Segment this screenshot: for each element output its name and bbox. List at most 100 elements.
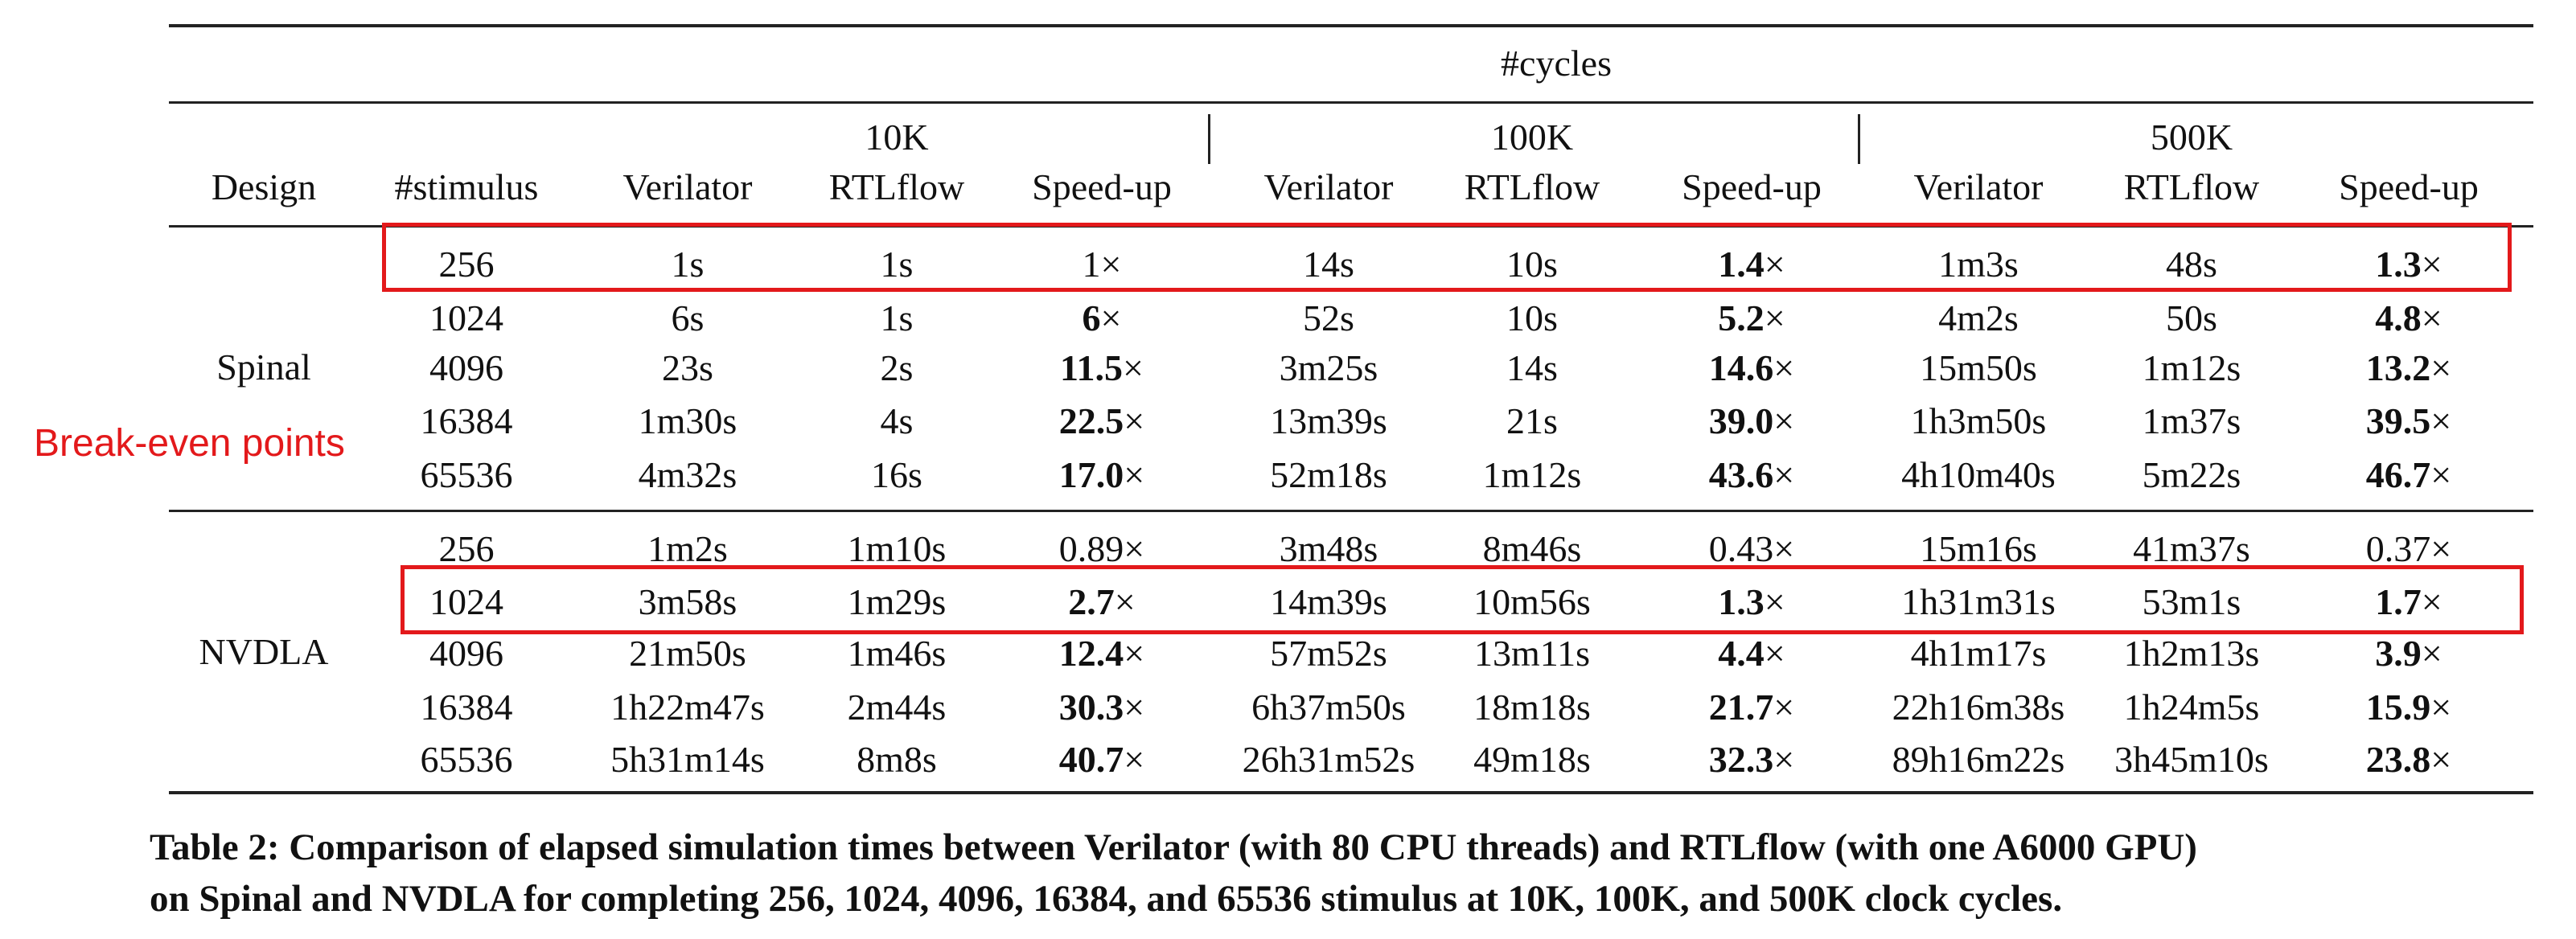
table-cell: 50s bbox=[2166, 297, 2217, 338]
table-cell: 6s bbox=[671, 297, 705, 338]
break-even-box-nvdla bbox=[401, 565, 2524, 634]
table-cell: 23s bbox=[662, 347, 713, 388]
table-cell: 14s bbox=[1506, 347, 1558, 388]
table-cell: 1s bbox=[880, 244, 914, 285]
caption-line-2: on Spinal and NVDLA for completing 256, … bbox=[150, 878, 2063, 920]
table-cell: 15m50s bbox=[1920, 347, 2037, 388]
table-caption: Table 2: Comparison of elapsed simulatio… bbox=[150, 822, 2562, 925]
table-cell: 1m12s bbox=[1482, 454, 1582, 495]
top-rule bbox=[169, 24, 2533, 27]
table-cell: 10m56s bbox=[1473, 581, 1591, 622]
table-cell: 13.2× bbox=[2365, 347, 2452, 388]
group-divider-2 bbox=[1858, 114, 1860, 164]
table-cell: 53m1s bbox=[2142, 581, 2241, 622]
table-cell: 57m52s bbox=[1270, 633, 1387, 674]
table-cell: 1h24m5s bbox=[2123, 687, 2260, 728]
table-cell: 8m8s bbox=[857, 739, 937, 780]
table-cell: 21s bbox=[1506, 400, 1558, 441]
table-cell: 1h31m31s bbox=[1901, 581, 2056, 622]
caption-line-1: Table 2: Comparison of elapsed simulatio… bbox=[150, 826, 2197, 868]
table-cell: 1m37s bbox=[2142, 400, 2241, 441]
table-cell: 39.0× bbox=[1708, 400, 1795, 441]
table-cell: 6× bbox=[1082, 297, 1122, 338]
table-cell: 13m11s bbox=[1474, 633, 1590, 674]
col-header: Verilator bbox=[1913, 166, 2044, 207]
bottom-rule bbox=[169, 791, 2533, 794]
group-divider-1 bbox=[1208, 114, 1210, 164]
stimulus-cell: 65536 bbox=[420, 454, 513, 495]
table-cell: 39.5× bbox=[2365, 400, 2452, 441]
table-cell: 14m39s bbox=[1270, 581, 1387, 622]
table-cell: 0.89× bbox=[1058, 528, 1145, 569]
table-cell: 13m39s bbox=[1270, 400, 1387, 441]
table-cell: 21.7× bbox=[1708, 687, 1795, 728]
table-cell: 49m18s bbox=[1473, 739, 1591, 780]
table-cell: 1s bbox=[880, 297, 914, 338]
table-cell: 4.8× bbox=[2375, 297, 2442, 338]
table-cell: 52m18s bbox=[1270, 454, 1387, 495]
table-cell: 1m12s bbox=[2142, 347, 2241, 388]
cycle-group-500k: 500K bbox=[2150, 117, 2233, 158]
table-cell: 4m2s bbox=[1938, 297, 2019, 338]
table-cell: 1× bbox=[1082, 244, 1122, 285]
table-cell: 1.4× bbox=[1718, 244, 1785, 285]
table-cell: 1m30s bbox=[638, 400, 737, 441]
table-cell: 4s bbox=[880, 400, 914, 441]
table-cell: 14s bbox=[1303, 244, 1354, 285]
table-cell: 18m18s bbox=[1473, 687, 1591, 728]
col-header: Verilator bbox=[1263, 166, 1394, 207]
table-cell: 1.7× bbox=[2375, 581, 2442, 622]
table-cell: 2s bbox=[880, 347, 914, 388]
table-cell: 1m3s bbox=[1938, 244, 2019, 285]
table-cell: 43.6× bbox=[1708, 454, 1795, 495]
table-cell: 12.4× bbox=[1058, 633, 1145, 674]
stimulus-cell: 1024 bbox=[429, 581, 503, 622]
col-header: Verilator bbox=[622, 166, 753, 207]
table-cell: 21m50s bbox=[629, 633, 746, 674]
stimulus-cell: 16384 bbox=[420, 687, 513, 728]
table-cell: 48s bbox=[2166, 244, 2217, 285]
table-cell: 0.43× bbox=[1708, 528, 1795, 569]
table-cell: 4h10m40s bbox=[1901, 454, 2056, 495]
table-cell: 1m10s bbox=[847, 528, 947, 569]
table-cell: 15m16s bbox=[1920, 528, 2037, 569]
table-cell: 1.3× bbox=[1718, 581, 1785, 622]
stimulus-cell: 256 bbox=[438, 528, 495, 569]
table-cell: 1h22m47s bbox=[610, 687, 765, 728]
design-label-nvdla: NVDLA bbox=[199, 631, 329, 672]
col-header: Speed-up bbox=[1032, 166, 1172, 207]
table-cell: 6h37m50s bbox=[1251, 687, 1406, 728]
col-header: Speed-up bbox=[2339, 166, 2479, 207]
table-cell: 5m22s bbox=[2142, 454, 2241, 495]
break-even-box-spinal bbox=[382, 223, 2512, 292]
table-cell: 1h2m13s bbox=[2123, 633, 2260, 674]
table-cell: 3m48s bbox=[1279, 528, 1378, 569]
table-cell: 3.9× bbox=[2375, 633, 2442, 674]
table-cell: 0.37× bbox=[2365, 528, 2452, 569]
table-cell: 32.3× bbox=[1708, 739, 1795, 780]
table-cell: 3h45m10s bbox=[2114, 739, 2269, 780]
table-cell: 22h16m38s bbox=[1892, 687, 2065, 728]
col-header: Speed-up bbox=[1682, 166, 1822, 207]
stimulus-cell: 65536 bbox=[420, 739, 513, 780]
col-header: RTLflow bbox=[828, 166, 965, 207]
stimulus-cell: 256 bbox=[438, 244, 495, 285]
table-cell: 41m37s bbox=[2133, 528, 2250, 569]
table-cell: 4h1m17s bbox=[1910, 633, 2047, 674]
table-cell: 40.7× bbox=[1058, 739, 1145, 780]
col-header: RTLflow bbox=[2123, 166, 2260, 207]
table-cell: 4.4× bbox=[1718, 633, 1785, 674]
table-cell: 22.5× bbox=[1058, 400, 1145, 441]
table-cell: 2m44s bbox=[847, 687, 947, 728]
table-cell: 26h31m52s bbox=[1242, 739, 1415, 780]
table-cell: 52s bbox=[1303, 297, 1354, 338]
cycle-group-10k: 10K bbox=[865, 117, 929, 158]
col-header: #stimulus bbox=[394, 166, 539, 207]
table-cell: 16s bbox=[871, 454, 922, 495]
table-cell: 30.3× bbox=[1058, 687, 1145, 728]
mid-rule-1 bbox=[169, 101, 2533, 104]
table-cell: 1m2s bbox=[647, 528, 728, 569]
col-header: RTLflow bbox=[1464, 166, 1600, 207]
table-cell: 89h16m22s bbox=[1892, 739, 2065, 780]
table-cell: 10s bbox=[1506, 297, 1558, 338]
